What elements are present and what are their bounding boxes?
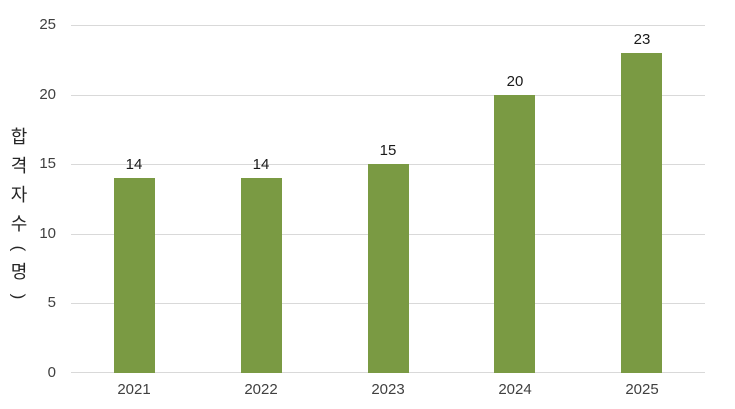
x-axis-tick-label: 2025: [625, 381, 659, 398]
data-label: 23: [633, 31, 651, 48]
y-axis-tick-label: 20: [39, 86, 56, 103]
x-axis-tick-label: 2024: [498, 381, 532, 398]
data-label: 14: [125, 156, 143, 173]
y-axis-tick-label: 10: [39, 225, 56, 242]
gridline: [71, 95, 705, 96]
plot-area: 14 14 15 20 23: [71, 25, 705, 373]
y-axis-tick-label: 15: [39, 155, 56, 172]
data-label: 20: [506, 73, 524, 90]
y-axis-title-char: 격: [10, 156, 28, 176]
x-axis-tick-label: 2021: [117, 381, 151, 398]
y-axis-title-char: (: [9, 245, 29, 252]
bar-2022: [241, 178, 282, 373]
x-axis-tick-label: 2022: [244, 381, 278, 398]
gridline: [71, 25, 705, 26]
y-axis-title: 합 격 자 수(명): [6, 123, 32, 306]
y-axis-title-char: 수: [10, 214, 28, 234]
y-axis-tick-label: 25: [39, 16, 56, 33]
data-label: 15: [379, 142, 397, 159]
bar-2021: [114, 178, 155, 373]
y-axis-title-char: 자: [10, 185, 28, 205]
x-axis-tick-label: 2023: [371, 381, 405, 398]
y-axis-title-char: 명: [10, 262, 28, 282]
y-axis-title-char: 합: [10, 127, 28, 147]
bar-2025: [621, 53, 662, 373]
y-axis-tick-label: 0: [47, 364, 56, 381]
bar-2023: [368, 164, 409, 373]
data-label: 14: [252, 156, 270, 173]
bar-2024: [494, 95, 535, 373]
y-axis-tick-label: 5: [47, 294, 56, 311]
